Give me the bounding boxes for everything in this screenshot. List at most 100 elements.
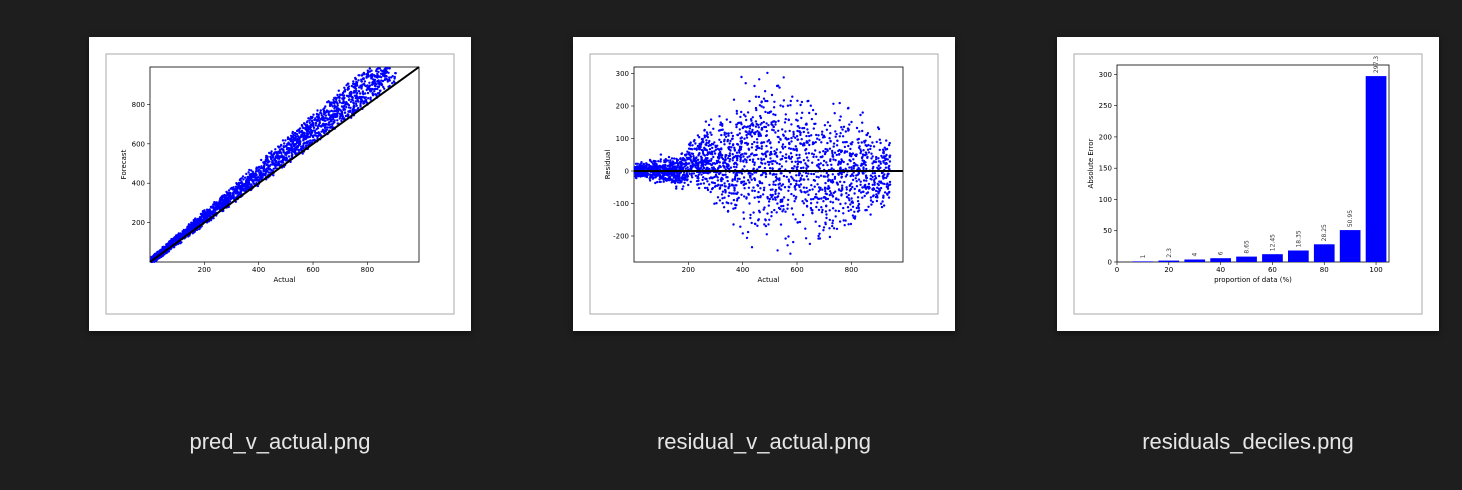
data-point <box>360 87 363 90</box>
y-axis-label: Absolute Error <box>1087 138 1095 188</box>
data-point <box>364 84 368 88</box>
data-point <box>733 149 737 152</box>
data-point <box>740 123 743 126</box>
data-point <box>747 132 750 135</box>
data-point <box>307 140 310 143</box>
data-point <box>781 128 784 131</box>
data-point <box>719 150 722 154</box>
data-point <box>299 145 303 148</box>
thumbnail-residual-v-actual[interactable]: 200 400 600 800 300 200 100 0 -100 -200 Actual Resi… <box>573 37 955 331</box>
data-point <box>842 206 845 210</box>
data-point <box>779 151 782 154</box>
data-point <box>329 116 332 120</box>
data-point <box>691 165 694 168</box>
data-point <box>232 197 235 200</box>
data-point <box>856 200 860 203</box>
data-point <box>225 201 229 204</box>
data-point <box>345 106 348 109</box>
data-point <box>888 154 891 158</box>
data-point <box>813 185 816 188</box>
data-point <box>841 184 844 187</box>
data-point <box>338 117 341 120</box>
data-point <box>813 122 816 126</box>
data-point <box>331 118 334 121</box>
data-point <box>382 85 385 89</box>
data-point <box>277 160 281 163</box>
data-point <box>754 106 758 110</box>
filename-pred-v-actual[interactable]: pred_v_actual.png <box>189 429 371 454</box>
data-point <box>810 172 813 176</box>
data-point <box>825 204 828 207</box>
data-point <box>749 133 752 136</box>
data-point <box>362 73 366 76</box>
data-point <box>763 223 766 226</box>
thumbnail-pred-v-actual[interactable]: 200 400 600 800 200 400 600 800 Actual Forecast <box>89 37 471 331</box>
data-point <box>340 105 344 108</box>
data-point <box>771 162 774 166</box>
data-point <box>855 206 858 210</box>
data-point <box>821 208 824 212</box>
data-point <box>835 181 839 184</box>
data-point <box>844 130 847 133</box>
thumbnail-residuals-deciles[interactable]: 1 2.3 4 6 8.65 12.45 18.35 28.25 50.95 297.3 0 20 40… <box>1057 37 1439 331</box>
data-point <box>881 182 884 185</box>
data-point <box>810 117 814 121</box>
data-point <box>805 134 808 138</box>
data-point <box>760 101 763 104</box>
data-point <box>339 114 342 118</box>
data-point <box>672 162 675 165</box>
data-point <box>296 135 300 138</box>
data-point <box>737 149 741 152</box>
data-point <box>699 182 703 185</box>
data-point <box>355 104 358 108</box>
data-point <box>736 154 739 157</box>
data-point <box>770 211 773 214</box>
data-point <box>765 233 768 236</box>
data-point <box>788 142 791 145</box>
filename-residual-v-actual[interactable]: residual_v_actual.png <box>656 429 872 454</box>
data-point <box>881 200 884 203</box>
data-point <box>317 131 320 134</box>
data-point <box>870 178 873 181</box>
data-point <box>721 202 724 205</box>
data-point <box>802 178 806 181</box>
data-point <box>789 147 793 150</box>
data-point <box>774 198 777 201</box>
data-point <box>867 151 871 154</box>
data-point <box>661 165 664 168</box>
data-point <box>838 135 841 138</box>
data-point <box>206 211 210 214</box>
data-point <box>689 159 692 162</box>
data-point <box>232 191 236 194</box>
data-point <box>770 146 773 149</box>
data-point <box>781 147 785 150</box>
data-point <box>675 171 678 174</box>
data-point <box>288 147 292 150</box>
data-point <box>315 118 318 122</box>
data-point <box>716 179 720 182</box>
data-point <box>726 140 729 143</box>
data-point <box>391 75 394 78</box>
data-point <box>823 186 827 189</box>
data-point <box>888 183 892 186</box>
data-point <box>691 144 694 147</box>
data-point <box>831 219 835 222</box>
data-point <box>753 84 756 88</box>
data-point <box>745 118 748 122</box>
data-point <box>316 125 319 128</box>
data-point <box>748 124 752 128</box>
data-point <box>835 144 839 147</box>
data-point <box>798 179 801 183</box>
data-point <box>223 202 226 205</box>
data-point <box>782 204 785 208</box>
data-point <box>847 209 850 213</box>
data-point <box>359 103 362 107</box>
data-point <box>727 134 730 137</box>
x-tick-label: 100 <box>1369 266 1382 274</box>
data-point <box>828 235 832 239</box>
filename-residuals-deciles[interactable]: residuals_deciles.png <box>1142 429 1354 454</box>
data-point <box>791 95 794 98</box>
data-point <box>705 139 708 142</box>
data-point <box>779 223 783 226</box>
data-point <box>772 125 775 128</box>
